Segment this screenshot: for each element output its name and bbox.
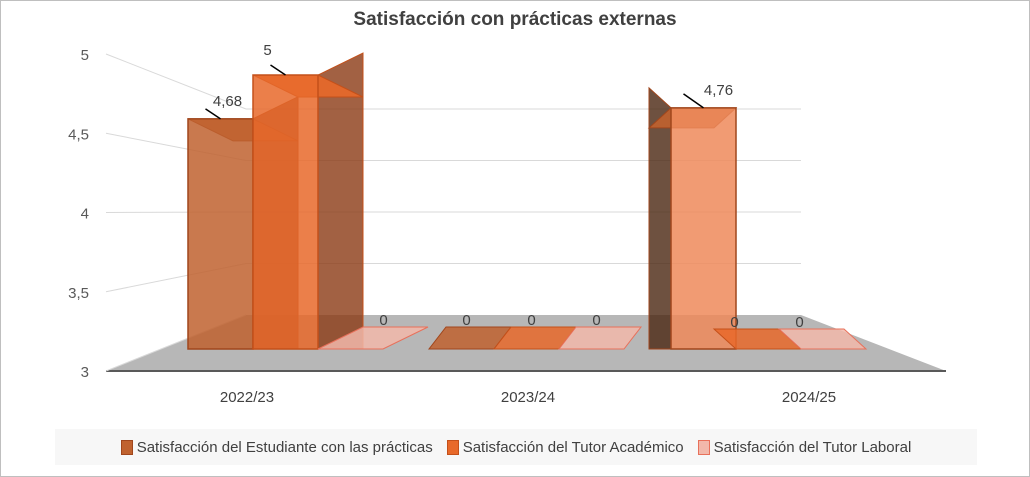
leader-line (270, 64, 286, 76)
data-label: 4,76 (704, 82, 733, 99)
leader-line (205, 108, 221, 120)
bar (252, 74, 319, 350)
bar (670, 107, 737, 350)
x-tick-label: 2024/25 (782, 389, 836, 406)
bar (187, 118, 254, 350)
legend: Satisfacción del Estudiante con las prác… (55, 429, 977, 465)
legend-label: Satisfacción del Estudiante con las prác… (136, 438, 433, 456)
x-tick-label: 2022/23 (220, 389, 274, 406)
y-tick-label: 4 (81, 206, 89, 223)
x-tick-label: 2023/24 (501, 389, 555, 406)
legend-item: Satisfacción del Estudiante con las prác… (120, 438, 433, 456)
legend-swatch (120, 439, 133, 455)
data-label: 4,68 (213, 93, 242, 110)
data-label: 0 (592, 312, 600, 329)
leader-line (683, 93, 704, 109)
chart-title: Satisfacción con prácticas externas (353, 9, 677, 30)
data-label: 0 (730, 314, 738, 331)
legend-item: Satisfacción del Tutor Laboral (697, 438, 912, 456)
data-label: 0 (379, 312, 387, 329)
y-tick-label: 4,5 (68, 126, 89, 143)
legend-label: Satisfacción del Tutor Laboral (713, 438, 912, 456)
data-label: 0 (795, 314, 803, 331)
y-tick-label: 3 (81, 364, 89, 381)
legend-item: Satisfacción del Tutor Académico (446, 438, 684, 456)
legend-swatch (697, 439, 710, 455)
bar-flat (777, 328, 868, 350)
legend-swatch (446, 439, 459, 455)
y-tick-label: 5 (81, 47, 89, 64)
data-label: 0 (462, 312, 470, 329)
bar-flat (317, 326, 429, 350)
data-label: 5 (263, 42, 271, 59)
y-tick-label: 3,5 (68, 285, 89, 302)
legend-label: Satisfacción del Tutor Académico (462, 438, 684, 456)
bar-flat (557, 326, 643, 350)
gridline-diagonal (105, 53, 247, 110)
data-label: 0 (527, 312, 535, 329)
